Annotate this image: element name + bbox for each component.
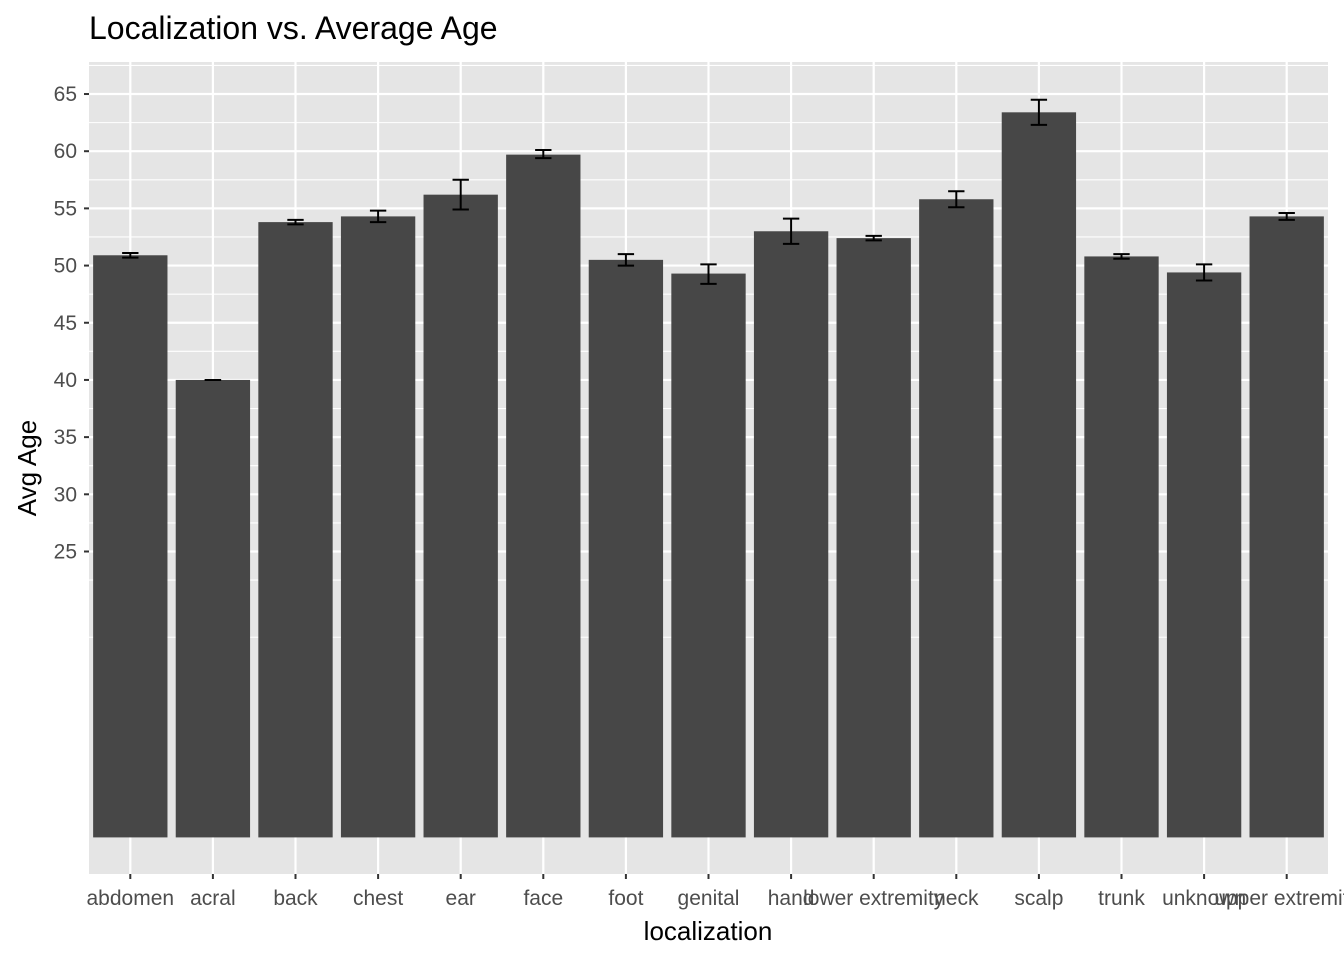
error-bar [1278, 211, 1295, 221]
y-tick-label: 45 [54, 312, 77, 335]
x-tick-label: neck [934, 887, 979, 910]
bar-neck [919, 199, 994, 838]
x-tick-label: chest [353, 887, 403, 910]
y-tick-label: 30 [54, 483, 77, 506]
y-tick-label: 55 [54, 197, 77, 220]
error-bar [122, 251, 139, 259]
error-bar [369, 209, 387, 224]
bar-foot [588, 259, 664, 838]
bar-acral [175, 379, 251, 838]
x-tick-label: acral [190, 887, 236, 910]
chart-title: Localization vs. Average Age [89, 10, 498, 46]
bar-trunk [1084, 256, 1159, 838]
error-bar [1030, 98, 1048, 126]
bar-abdomen [93, 255, 168, 838]
y-axis: 25 30 35 40 45 50 55 60 65 [54, 83, 89, 563]
x-tick-label: genital [678, 887, 740, 910]
y-tick-label: 40 [54, 369, 77, 392]
x-tick-label: hand [768, 887, 815, 910]
x-tick-label: upper extremity [1214, 887, 1344, 910]
error-bar [617, 253, 635, 267]
y-tick-label: 65 [54, 83, 77, 106]
x-tick-label: trunk [1098, 887, 1145, 910]
x-tick-label: lower extremity [803, 887, 945, 910]
y-axis-title: Avg Age [12, 420, 42, 516]
x-axis-title: localization [644, 916, 773, 946]
error-bar [287, 218, 304, 226]
error-bar [452, 178, 469, 211]
bar-face [506, 154, 581, 838]
x-tick-label: foot [608, 887, 643, 910]
error-bar [535, 149, 552, 160]
error-bars [122, 98, 1295, 381]
bar-genital [671, 273, 746, 838]
x-tick-label: abdomen [87, 887, 175, 910]
y-tick-label: 35 [54, 426, 77, 449]
error-bar [700, 263, 717, 285]
error-bar [1195, 263, 1213, 282]
y-tick-label: 60 [54, 140, 77, 163]
bar-scalp [1001, 112, 1077, 838]
bar-chest [340, 216, 416, 838]
x-tick-label: unknown [1162, 887, 1246, 910]
error-bar [782, 217, 800, 245]
bar-ear [423, 194, 498, 838]
error-bar [865, 234, 882, 242]
bar-upper-extremity [1249, 216, 1324, 838]
bar-hand [753, 231, 829, 838]
x-tick-label: face [523, 887, 563, 910]
bar-back [258, 222, 333, 838]
error-bar [1113, 253, 1130, 260]
bar-series [93, 112, 1324, 838]
x-axis: abdomen acral back chest ear face foot genital h… [87, 874, 1344, 910]
y-tick-label: 50 [54, 255, 77, 278]
x-tick-label: ear [446, 887, 476, 910]
x-tick-label: back [273, 887, 318, 910]
y-tick-label: 25 [54, 540, 77, 563]
bar-unknown [1166, 272, 1242, 838]
bar-lower-extremity [836, 238, 911, 838]
x-tick-label: scalp [1014, 887, 1063, 910]
error-bar [948, 190, 965, 209]
